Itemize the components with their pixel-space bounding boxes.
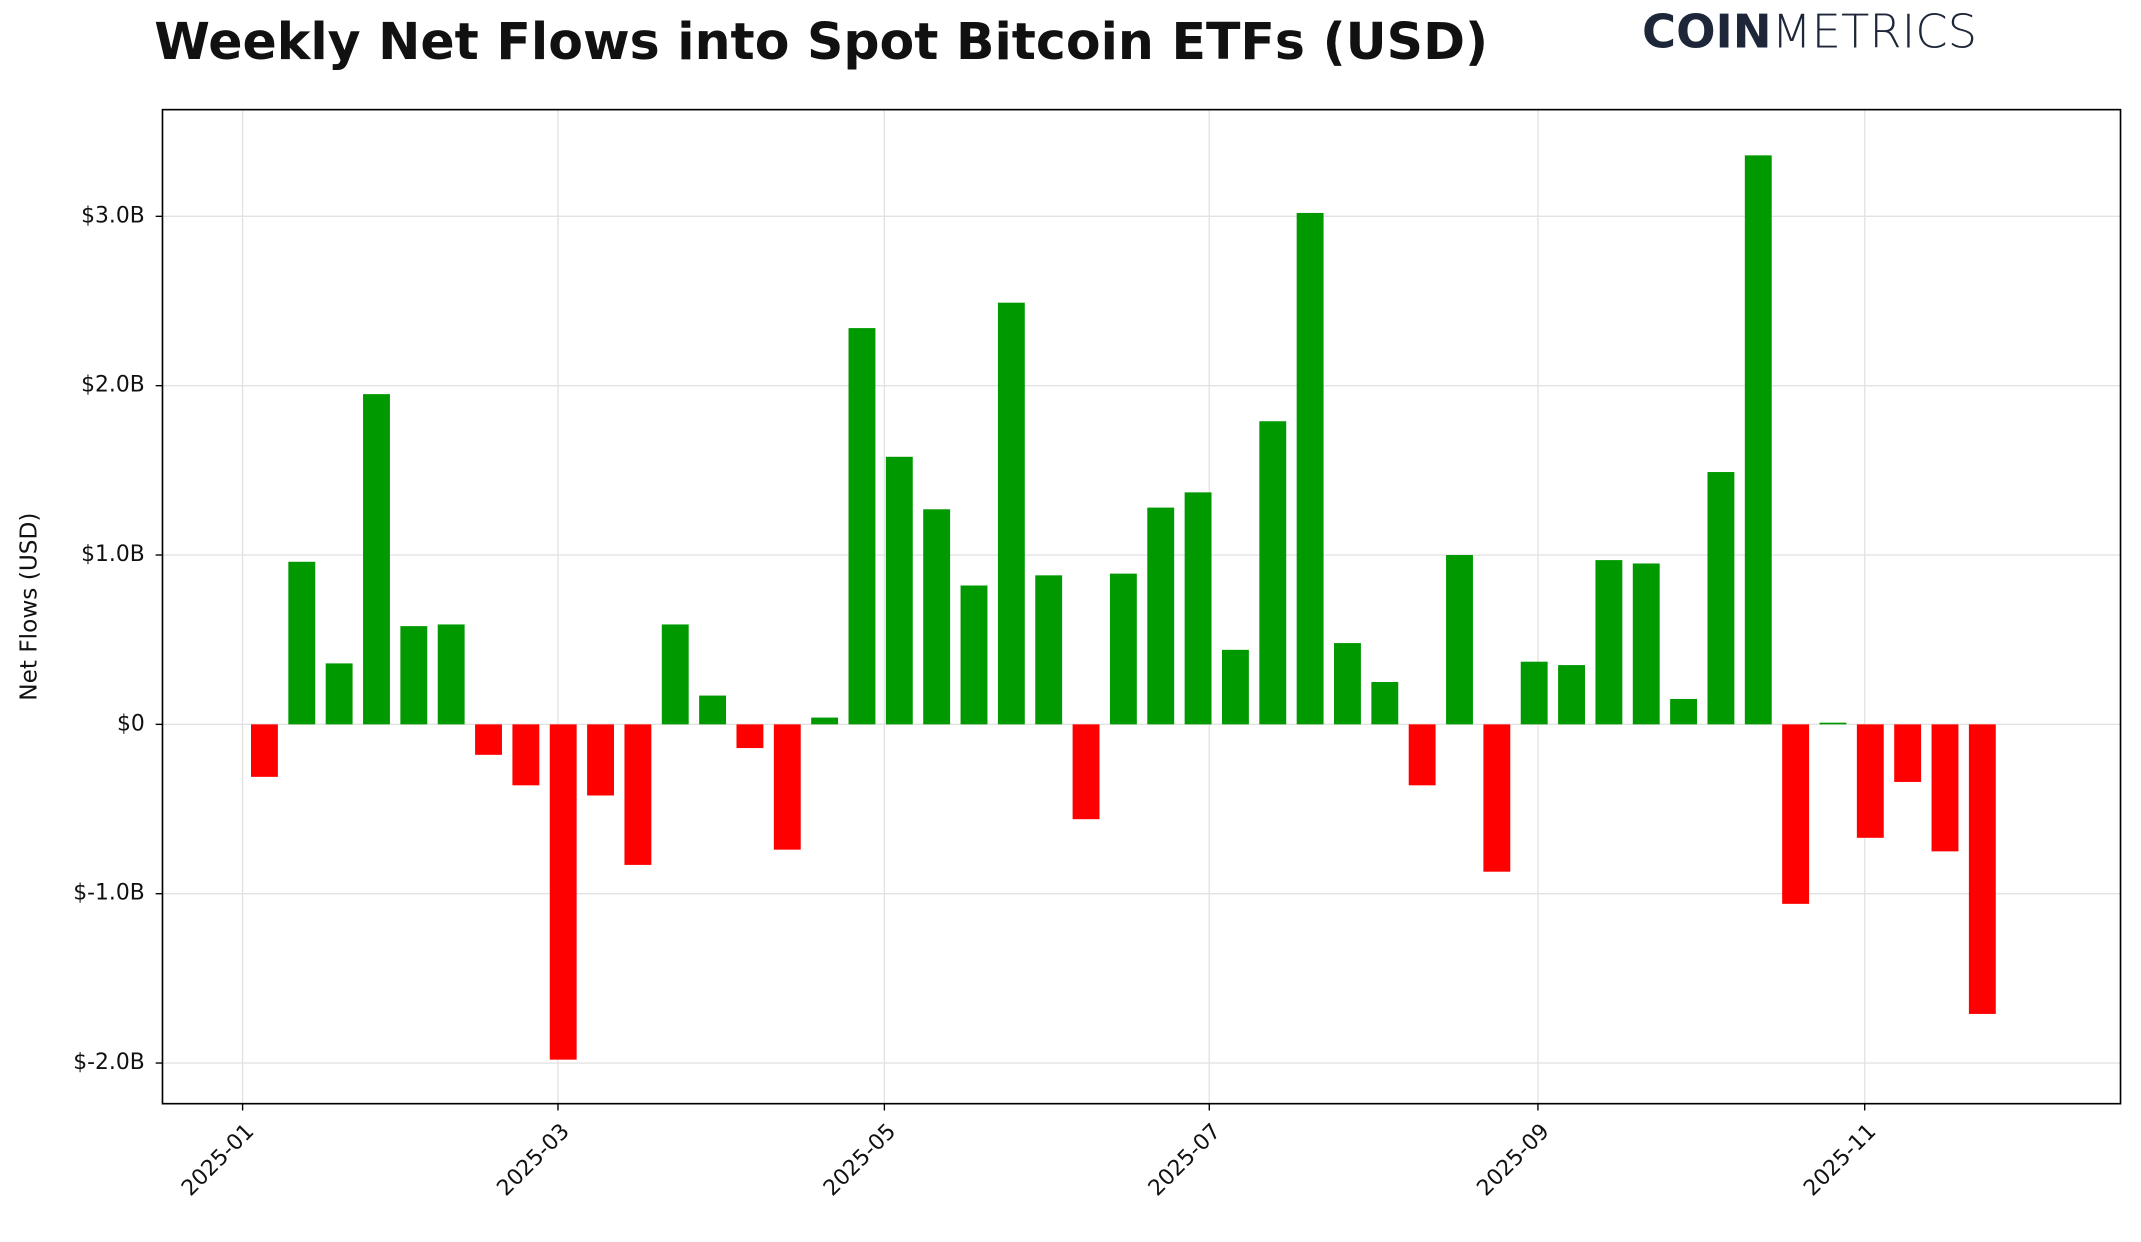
bar [1072, 724, 1100, 820]
bar [437, 624, 465, 725]
bar [1259, 421, 1287, 725]
chart-title: Weekly Net Flows into Spot Bitcoin ETFs … [154, 12, 1488, 71]
bar [997, 302, 1025, 725]
bar [512, 724, 540, 786]
plot-frame [161, 108, 2122, 1105]
bar [587, 724, 614, 796]
bar [1446, 555, 1473, 725]
bar [250, 724, 278, 777]
bar [1147, 507, 1175, 725]
x-tick-label: 2025-07 [1144, 1119, 1226, 1201]
bar [736, 724, 764, 749]
y-tick-label: $-1.0B [73, 881, 144, 906]
bar [1856, 724, 1884, 838]
bar [699, 695, 727, 725]
x-tick-label: 2025-11 [1799, 1119, 1881, 1201]
bar [1744, 155, 1772, 725]
bar [1109, 573, 1137, 725]
bar [1670, 698, 1698, 725]
logo-bold: COIN [1642, 4, 1772, 58]
x-tick-label: 2025-01 [177, 1119, 259, 1201]
bar [1595, 560, 1623, 725]
bar [923, 509, 951, 725]
y-tick-label: $1.0B [81, 542, 145, 567]
bar [288, 561, 316, 725]
y-axis-title: Net Flows (USD) [16, 513, 43, 701]
bar [400, 626, 428, 725]
bar [1632, 563, 1660, 725]
logo: COINMETRICS [1642, 4, 1977, 58]
bar [363, 394, 390, 725]
y-tick-label: $-2.0B [73, 1050, 144, 1075]
x-tick-label: 2025-03 [492, 1119, 574, 1201]
x-tick-label: 2025-05 [819, 1119, 901, 1201]
bar [1221, 649, 1249, 725]
bar [811, 717, 839, 725]
bar [624, 724, 652, 865]
y-tick-label: $3.0B [81, 203, 145, 228]
bar [960, 585, 988, 725]
bar [848, 328, 876, 725]
logo-light: METRICS [1772, 4, 1977, 58]
bar [325, 663, 353, 725]
y-tick-label: $2.0B [81, 373, 145, 398]
bar [773, 724, 801, 850]
bar [549, 724, 577, 1060]
bar [1371, 682, 1399, 725]
bar [1520, 661, 1548, 725]
bar [1707, 472, 1735, 725]
bar [1894, 724, 1922, 782]
bar [1782, 724, 1810, 904]
y-tick-label: $0 [117, 711, 145, 736]
bar [1968, 724, 1996, 1014]
bar [661, 624, 689, 725]
bar [1296, 212, 1324, 725]
bar [1931, 724, 1959, 852]
bar [1483, 724, 1511, 872]
bar [1408, 724, 1436, 786]
bar [885, 456, 913, 725]
bar [1035, 575, 1063, 725]
bar [1819, 722, 1847, 725]
bar [1334, 643, 1361, 725]
bar [1558, 665, 1585, 725]
x-tick-label: 2025-09 [1472, 1119, 1554, 1201]
bar [475, 724, 502, 755]
bar [1184, 492, 1212, 725]
